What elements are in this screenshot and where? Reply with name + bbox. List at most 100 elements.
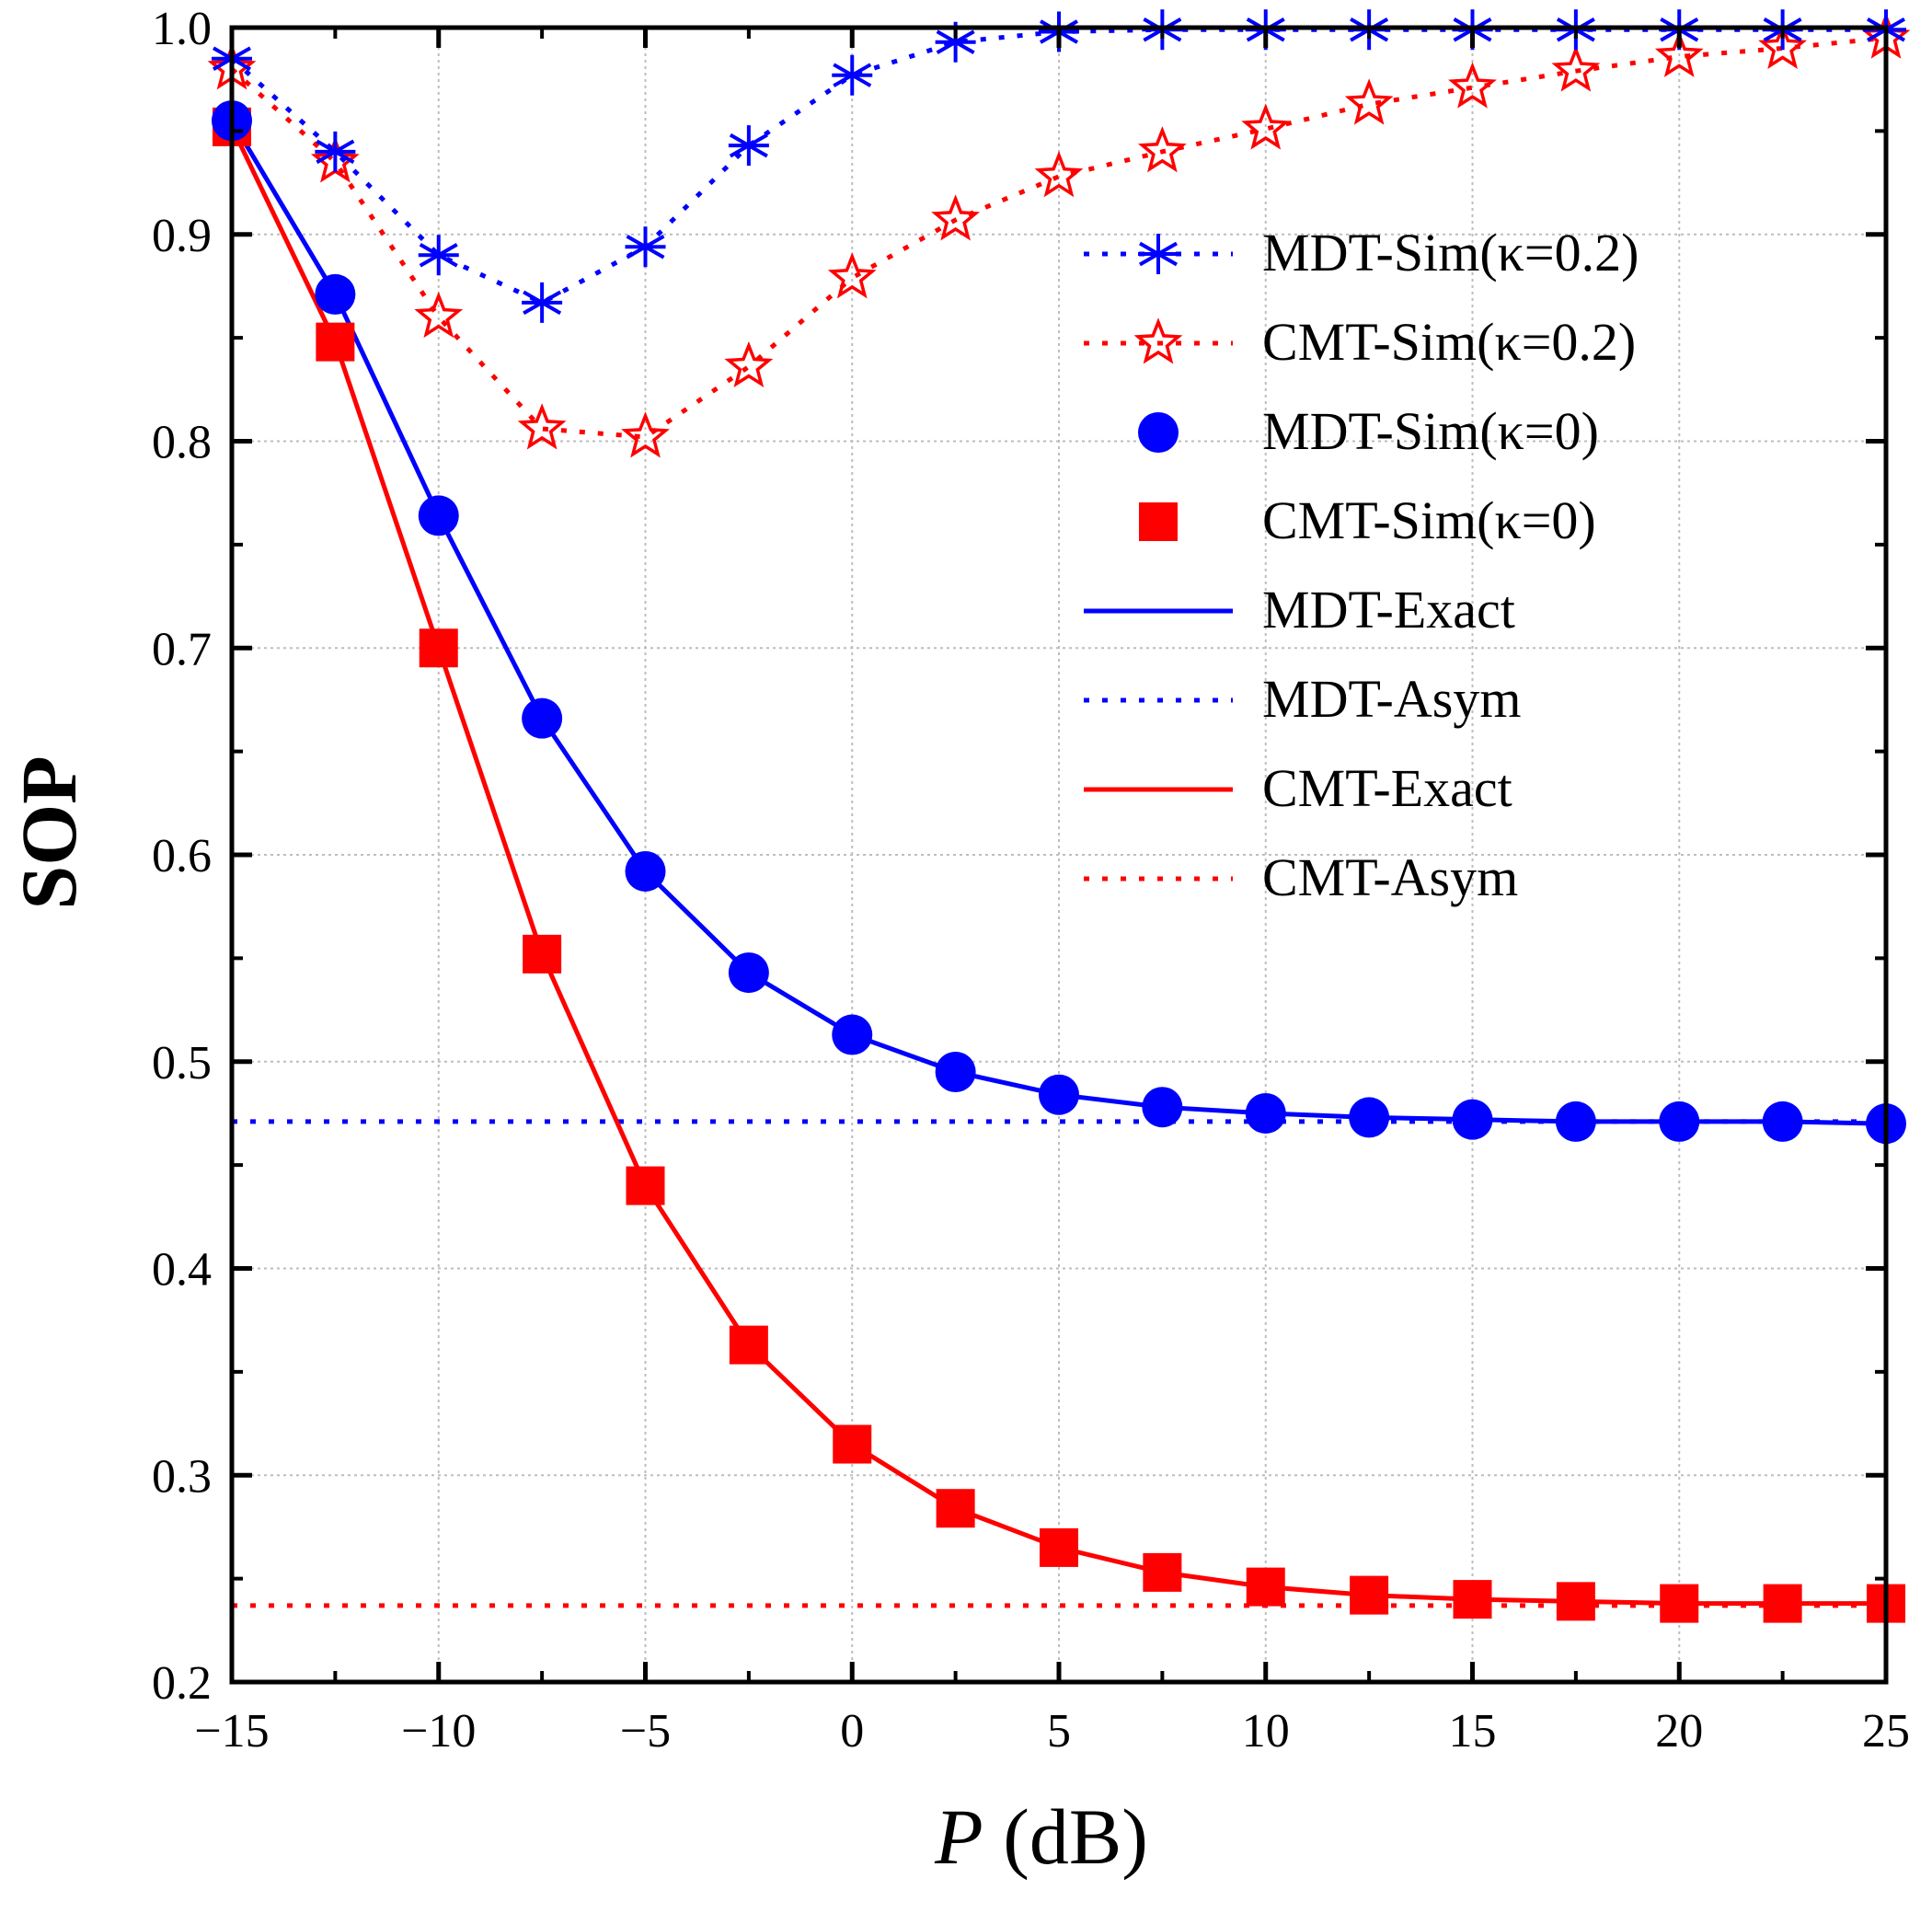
data-point <box>832 1014 873 1055</box>
legend-label: CMT-Sim(κ=0) <box>1262 490 1596 550</box>
axes: −15 −10 −5 0 5 10 15 20 25 0.2 0.3 0.4 0.5 0.6 0.7 0.8 0… <box>152 3 1910 1757</box>
y-tick-label: 0.2 <box>152 1657 212 1710</box>
x-tick-label: 20 <box>1655 1705 1703 1757</box>
legend-label: CMT-Asym <box>1262 847 1518 907</box>
data-point <box>832 54 873 96</box>
series-mdt-sim-0-2 <box>212 9 1906 323</box>
y-tick-label: 0.9 <box>152 210 212 262</box>
legend-item-cmt-sim-0-2: CMT-Sim(κ=0.2) <box>1084 312 1636 372</box>
data-point <box>522 282 563 323</box>
y-tick-label: 0.7 <box>152 623 212 675</box>
y-tick-label: 1.0 <box>152 3 212 55</box>
data-point <box>1245 1092 1286 1134</box>
data-point <box>626 1166 665 1205</box>
data-point <box>1039 1074 1079 1115</box>
data-point <box>1143 1552 1182 1592</box>
data-point <box>1137 126 1187 173</box>
data-point <box>418 495 459 536</box>
data-point <box>1763 1584 1802 1623</box>
y-tick-label: 0.6 <box>152 830 212 882</box>
series-mdt-sim-0 <box>212 100 1906 1145</box>
y-tick-label: 0.3 <box>152 1450 212 1503</box>
data-point <box>1555 1101 1596 1142</box>
data-point <box>1762 1101 1803 1142</box>
x-axis-variable: P <box>934 1792 983 1881</box>
data-point <box>931 194 981 241</box>
legend-item-cmt-asym: CMT-Asym <box>1084 847 1518 907</box>
data-point <box>625 850 666 892</box>
data-point <box>316 322 355 362</box>
data-point <box>1350 1575 1389 1615</box>
data-point <box>1452 1099 1493 1140</box>
data-point <box>625 226 666 268</box>
data-point <box>1241 103 1291 150</box>
data-point <box>728 952 769 994</box>
data-point <box>833 1424 872 1464</box>
data-point <box>315 131 356 172</box>
series-line <box>230 35 1887 440</box>
legend-item-cmt-exact: CMT-Exact <box>1084 758 1512 818</box>
x-tick-label: 10 <box>1242 1705 1290 1757</box>
data-point <box>419 628 458 668</box>
legend-item-cmt-sim-0: CMT-Sim(κ=0) <box>1139 490 1596 550</box>
data-point <box>1344 78 1394 125</box>
data-point <box>1246 1567 1285 1607</box>
y-tick-label: 0.8 <box>152 417 212 469</box>
data-point <box>1349 1097 1390 1138</box>
x-tick-label: −5 <box>620 1705 671 1757</box>
legend-item-mdt-asym: MDT-Asym <box>1084 669 1521 729</box>
data-point <box>728 125 769 167</box>
data-point <box>936 1489 975 1528</box>
legend-label: CMT-Exact <box>1262 758 1512 818</box>
series-cmt-sim-0 <box>213 107 1905 1623</box>
x-tick-label: −10 <box>401 1705 476 1757</box>
legend-label: MDT-Sim(κ=0) <box>1262 401 1599 461</box>
data-point <box>1453 1580 1492 1619</box>
data-point <box>517 403 567 450</box>
data-point <box>1654 30 1704 77</box>
y-tick-label: 0.4 <box>152 1244 212 1296</box>
data-point <box>621 411 670 458</box>
series-cmt-sim-0-2 <box>207 12 1911 458</box>
x-tick-label: 5 <box>1047 1705 1071 1757</box>
data-point <box>827 252 877 299</box>
data-point <box>724 340 774 388</box>
data-point <box>418 235 459 276</box>
x-tick-label: 0 <box>840 1705 864 1757</box>
data-point <box>414 291 464 339</box>
legend-item-mdt-sim-0-2: MDT-Sim(κ=0.2) <box>1084 223 1639 282</box>
data-point <box>1660 1584 1699 1623</box>
x-axis-title: P (dB) <box>934 1792 1148 1881</box>
y-tick-label: 0.5 <box>152 1037 212 1089</box>
y-axis-title: SOP <box>5 755 93 909</box>
data-point <box>1659 1101 1700 1142</box>
data-point <box>1040 1527 1078 1567</box>
data-point <box>1034 151 1084 198</box>
legend-label: CMT-Sim(κ=0.2) <box>1262 312 1636 372</box>
legend-label: MDT-Exact <box>1262 580 1515 640</box>
data-point <box>523 934 562 974</box>
x-tick-label: 25 <box>1862 1705 1910 1757</box>
x-tick-label: −15 <box>194 1705 269 1757</box>
data-point <box>1551 45 1601 92</box>
legend-item-mdt-exact: MDT-Exact <box>1084 580 1515 640</box>
legend-label: MDT-Asym <box>1262 669 1521 729</box>
legend-item-mdt-sim-0: MDT-Sim(κ=0) <box>1138 401 1599 461</box>
legend-swatch-marker <box>1138 412 1179 453</box>
grid <box>232 28 1886 1682</box>
data-point <box>729 1325 768 1365</box>
data-point <box>522 697 563 739</box>
data-point <box>935 1051 976 1092</box>
data-point <box>1758 22 1808 69</box>
legend-swatch-marker <box>1138 234 1179 274</box>
data-point <box>315 273 356 315</box>
data-point <box>935 21 976 63</box>
x-tick-label: 15 <box>1449 1705 1497 1757</box>
x-axis-unit: (dB) <box>983 1792 1148 1881</box>
legend-label: MDT-Sim(κ=0.2) <box>1262 223 1639 282</box>
legend: MDT-Sim(κ=0.2) CMT-Sim(κ=0.2) MDT-Sim(κ=0)… <box>1084 223 1639 907</box>
legend-swatch-marker <box>1139 502 1178 541</box>
data-point <box>1556 1582 1595 1621</box>
legend-swatch-marker <box>1133 317 1183 364</box>
